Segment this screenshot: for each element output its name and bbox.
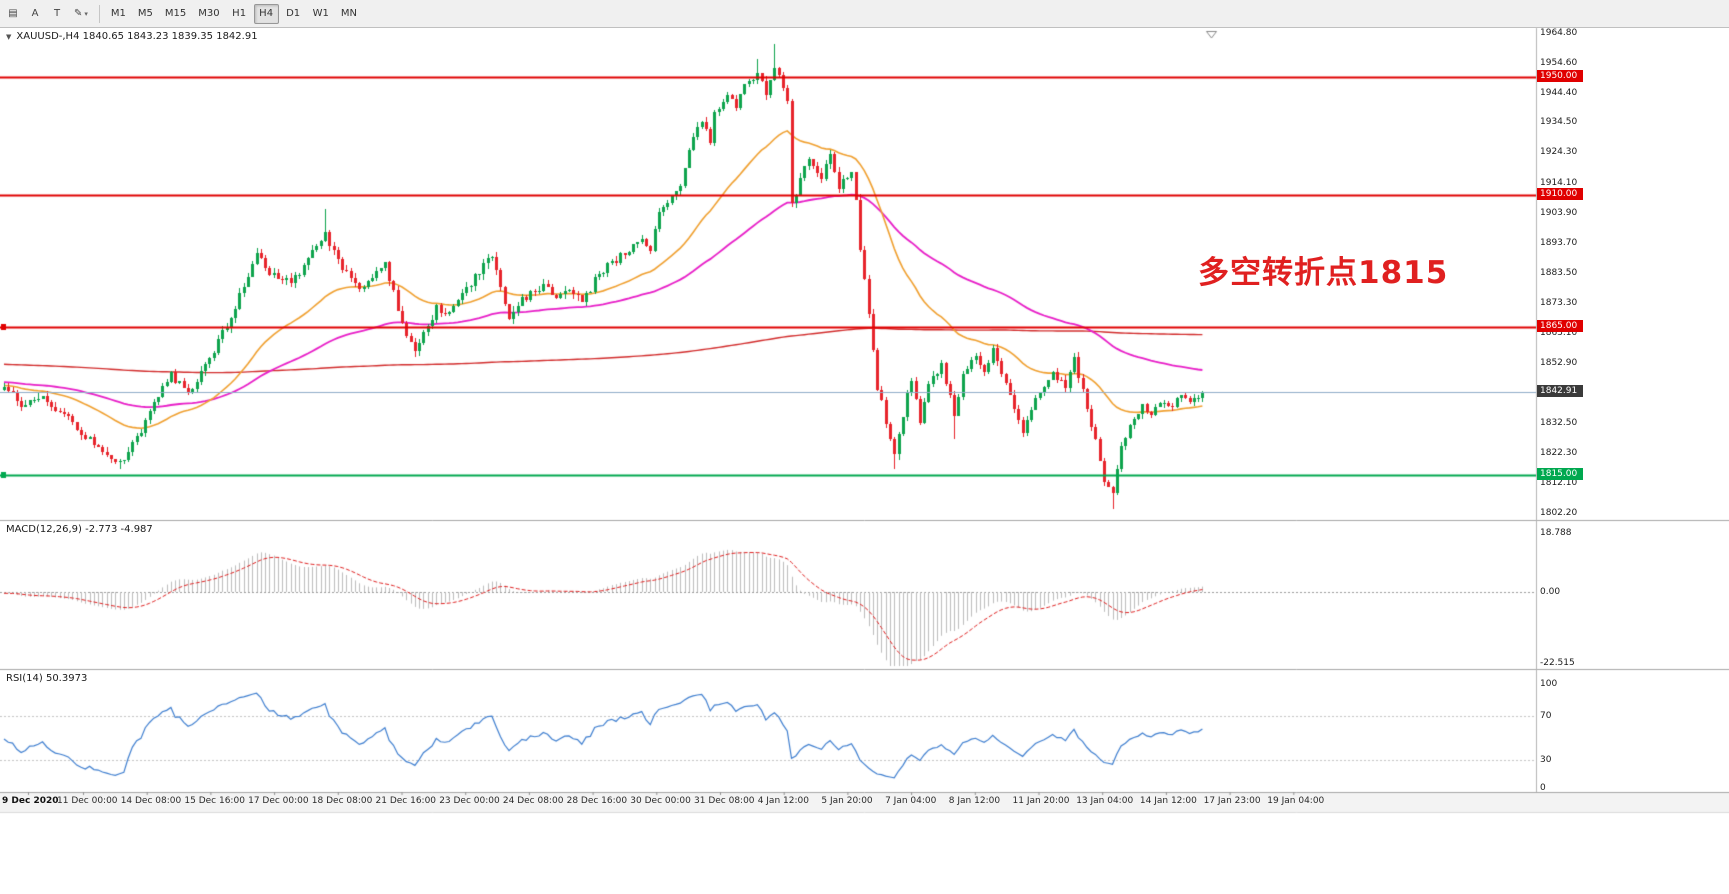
time-axis-label: 8 Jan 12:00 xyxy=(948,796,1001,806)
arrow-tool-button-glyph: A xyxy=(31,8,39,19)
time-axis-label: 18 Dec 08:00 xyxy=(311,796,373,806)
price-scale-tick: 1812.10 xyxy=(1540,478,1578,489)
time-axis-label: 4 Jan 12:00 xyxy=(757,796,809,806)
price-scale-tick: 1873.30 xyxy=(1540,297,1578,308)
macd-scale-label: -22.515 xyxy=(1540,657,1575,668)
timeframe-button-mn[interactable]: MN xyxy=(340,8,357,19)
time-axis-label: 21 Dec 16:00 xyxy=(375,796,437,806)
toolbar-separator xyxy=(98,4,100,23)
timeframe-button-m1[interactable]: M1 xyxy=(110,8,126,19)
price-box-resistance-1950-00: 1950.00 xyxy=(1537,69,1583,82)
symbol-ohlc-text: XAUUSD-,H4 1840.65 1843.23 1839.35 1842.… xyxy=(16,31,258,42)
time-axis-label: 24 Dec 08:00 xyxy=(502,796,564,806)
chart-window-icon-glyph: ▤ xyxy=(8,8,18,19)
top-toolbar: ▤ A T ✎ ▾ M1 M5 M15 M30 H1 H4 D1 W1 MN xyxy=(0,0,1729,28)
price-scale-tick: 1954.60 xyxy=(1540,58,1578,69)
rsi-scale-label: 30 xyxy=(1540,754,1552,765)
timeframe-button-m30[interactable]: M30 xyxy=(198,8,220,19)
time-axis-label: 17 Dec 00:00 xyxy=(248,796,309,806)
line-tools-dropdown-glyph: ✎ xyxy=(74,8,83,19)
symbol-collapse-icon[interactable]: ▼ xyxy=(6,32,12,41)
time-axis-label: 15 Dec 16:00 xyxy=(184,796,245,806)
symbol-info: ▼ XAUUSD-,H4 1840.65 1843.23 1839.35 184… xyxy=(6,31,258,42)
rsi-label: RSI(14) 50.3973 xyxy=(6,673,88,684)
timeframe-button-w1[interactable]: W1 xyxy=(312,8,329,19)
price-scale-tick: 1883.50 xyxy=(1540,267,1578,278)
macd-scale-label: 0.00 xyxy=(1540,587,1561,597)
macd-label: MACD(12,26,9) -2.773 -4.987 xyxy=(6,524,153,535)
time-axis-label: 14 Jan 12:00 xyxy=(1139,796,1197,806)
timeframe-group: M1 M5 M15 M30 H1 H4 D1 W1 MN xyxy=(106,3,362,24)
timeframe-button-m5[interactable]: M5 xyxy=(137,8,153,19)
price-scale-tick: 1924.30 xyxy=(1540,147,1578,158)
price-scale-tick: 1964.80 xyxy=(1540,28,1578,38)
line-tools-dropdown[interactable]: ✎ ▾ xyxy=(69,4,93,24)
macd-scale-label: 18.788 xyxy=(1540,528,1572,538)
time-axis-label: 11 Jan 20:00 xyxy=(1012,796,1070,806)
price-scale-tick: 1832.50 xyxy=(1540,418,1578,429)
time-axis-label: 28 Dec 16:00 xyxy=(566,796,628,806)
timeframe-button-d1[interactable]: D1 xyxy=(286,8,301,19)
price-scale-tick: 1944.40 xyxy=(1540,88,1578,99)
time-axis-label: 23 Dec 00:00 xyxy=(439,796,500,806)
price-scale-tick: 1934.50 xyxy=(1540,117,1578,128)
time-axis-label: 9 Dec 2020 xyxy=(2,796,59,806)
price-scale-tick: 1852.90 xyxy=(1540,358,1578,368)
text-tool-button-glyph: T xyxy=(53,8,61,19)
price-box-support-1815-00: 1815.00 xyxy=(1537,467,1583,480)
price-box-resistance-1865-00: 1865.00 xyxy=(1537,320,1583,333)
rsi-scale-label: 100 xyxy=(1540,679,1558,689)
rsi-scale-label: 0 xyxy=(1540,783,1546,793)
text-tool-button[interactable]: T xyxy=(47,4,67,24)
price-box-current-1842-91: 1842.91 xyxy=(1537,385,1583,398)
time-axis-label: 19 Jan 04:00 xyxy=(1267,796,1325,806)
price-scale-tick: 1903.90 xyxy=(1540,207,1578,218)
time-axis-label: 13 Jan 04:00 xyxy=(1076,796,1134,806)
caret-down-icon: ▾ xyxy=(84,9,88,18)
timeframe-button-m15[interactable]: M15 xyxy=(164,8,187,19)
price-box-resistance-1910-00: 1910.00 xyxy=(1537,187,1583,200)
timeframe-button-h1[interactable]: H1 xyxy=(232,8,247,19)
price-scale-tick: 1914.10 xyxy=(1540,177,1578,188)
chart-window-icon[interactable]: ▤ xyxy=(3,4,23,24)
arrow-tool-button[interactable]: A xyxy=(25,4,45,24)
toolbar-icon-group: ▤ A T ✎ ▾ xyxy=(3,4,93,24)
chart-annotation-text: 多空转折点1815 xyxy=(1198,255,1449,291)
rsi-scale-label: 70 xyxy=(1540,711,1552,722)
price-scale-tick: 1893.70 xyxy=(1540,237,1578,248)
time-axis-label: 31 Dec 08:00 xyxy=(694,796,755,806)
time-axis-label: 7 Jan 04:00 xyxy=(885,796,937,806)
time-axis-label: 30 Dec 00:00 xyxy=(630,796,691,806)
time-axis-label: 14 Dec 08:00 xyxy=(120,796,182,806)
time-axis-label: 17 Jan 23:00 xyxy=(1203,796,1261,806)
price-scale-tick: 1822.30 xyxy=(1540,448,1578,459)
price-scale-tick: 1802.20 xyxy=(1540,507,1578,518)
time-axis-label: 5 Jan 20:00 xyxy=(821,796,873,806)
price-scale-tick: 1863.10 xyxy=(1540,327,1578,338)
timeframe-button-h4[interactable]: H4 xyxy=(253,3,279,24)
time-axis-label: 11 Dec 00:00 xyxy=(57,796,118,806)
